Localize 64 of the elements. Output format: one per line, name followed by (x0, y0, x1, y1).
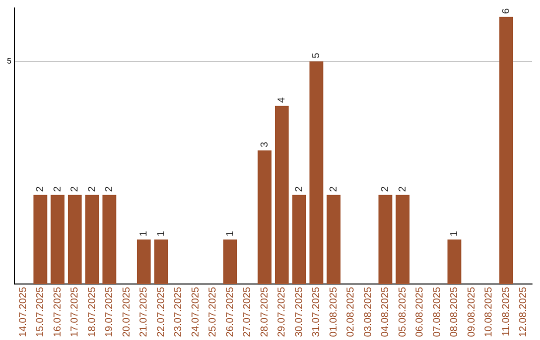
x-tick-label: 15.07.2025 (35, 286, 46, 338)
x-tick-label: 08.08.2025 (449, 286, 460, 338)
data-label: 2 (328, 186, 340, 192)
x-tick-label: 24.07.2025 (190, 286, 202, 338)
data-label: 1 (156, 230, 167, 236)
data-label: 1 (449, 230, 460, 236)
data-label: 6 (500, 8, 512, 14)
bar (378, 194, 392, 284)
data-label: 5 (311, 52, 322, 58)
bar (223, 239, 237, 284)
x-tick-label: 26.07.2025 (224, 286, 236, 338)
x-tick-label: 16.07.2025 (52, 286, 64, 338)
data-label: 2 (86, 186, 98, 192)
x-tick-label: 07.08.2025 (432, 286, 443, 338)
bar (154, 239, 168, 284)
data-label: 2 (52, 186, 64, 192)
x-tick-label: 04.08.2025 (380, 286, 392, 338)
data-label: 2 (397, 186, 408, 192)
bar (85, 194, 99, 284)
x-tick-label: 29.07.2025 (276, 286, 288, 338)
x-tick-label: 25.07.2025 (208, 286, 219, 338)
x-tick-label: 27.07.2025 (242, 286, 254, 338)
bar (292, 194, 306, 284)
x-tick-label: 10.08.2025 (484, 286, 495, 338)
data-label: 1 (138, 230, 150, 236)
bar (326, 194, 341, 284)
x-tick-label: 14.07.2025 (18, 286, 29, 338)
data-label: 2 (294, 186, 305, 192)
x-tick-label: 31.07.2025 (311, 286, 322, 338)
data-label: 2 (380, 186, 392, 192)
bar (447, 239, 462, 284)
bar (396, 194, 410, 284)
bar (33, 194, 48, 284)
x-tick-label: 20.07.2025 (121, 286, 132, 338)
x-tick-label: 17.07.2025 (70, 286, 81, 338)
bar (102, 194, 116, 284)
x-tick-label: 11.08.2025 (500, 286, 512, 336)
data-label: 1 (224, 230, 236, 236)
x-tick-label: 19.07.2025 (104, 286, 116, 338)
x-tick-label: 30.07.2025 (294, 286, 305, 338)
x-tick-label: 23.07.2025 (173, 286, 184, 338)
x-tick-label: 06.08.2025 (414, 286, 426, 338)
x-tick-label: 03.08.2025 (362, 286, 374, 338)
bar (68, 194, 82, 284)
data-label: 4 (276, 96, 288, 103)
bar (499, 16, 514, 284)
data-label: 2 (35, 186, 46, 192)
bar (274, 106, 289, 284)
x-tick-label: 28.07.2025 (259, 286, 270, 338)
x-tick-label: 02.08.2025 (346, 286, 357, 338)
x-tick-label: 09.08.2025 (466, 286, 478, 338)
x-tick-label: 12.08.2025 (518, 286, 530, 338)
bar (309, 61, 324, 284)
x-tick-label: 05.08.2025 (397, 286, 408, 338)
data-label: 3 (259, 141, 270, 148)
x-tick-label: 21.07.2025 (138, 286, 150, 338)
x-tick-label: 22.07.2025 (156, 286, 167, 338)
data-label: 2 (104, 186, 116, 192)
data-label: 2 (70, 186, 81, 192)
x-tick-label: 01.08.2025 (328, 286, 340, 338)
x-tick-label: 18.07.2025 (86, 286, 98, 338)
bar (136, 239, 151, 284)
bar (50, 194, 64, 284)
bar (258, 150, 272, 284)
